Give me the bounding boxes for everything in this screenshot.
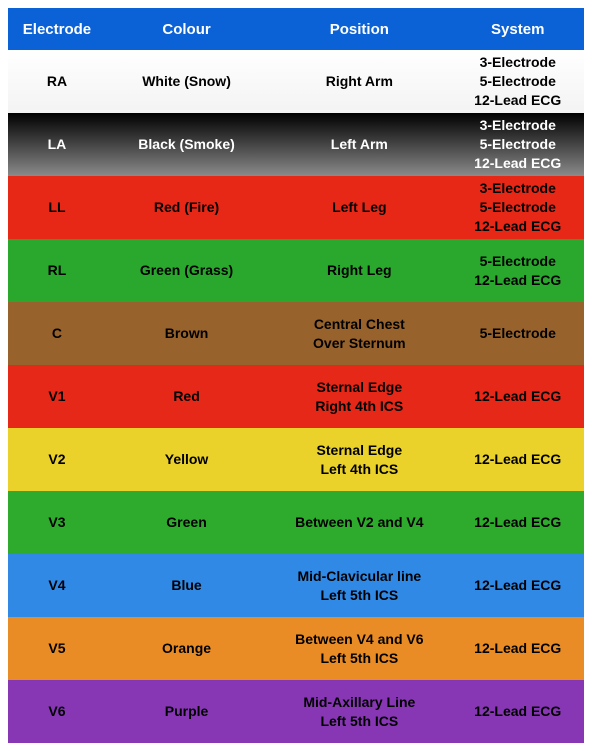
cell-system: 12-Lead ECG: [451, 617, 584, 680]
header-position: Position: [267, 8, 451, 50]
table-row: RLGreen (Grass)Right Leg5-Electrode12-Le…: [8, 239, 584, 302]
table-row: LLRed (Fire)Left Leg3-Electrode5-Electro…: [8, 176, 584, 239]
cell-colour: Red: [106, 365, 267, 428]
cell-system: 12-Lead ECG: [451, 365, 584, 428]
cell-colour: Blue: [106, 554, 267, 617]
cell-electrode: V1: [8, 365, 106, 428]
cell-position: Left Arm: [267, 113, 451, 176]
cell-position: Sternal EdgeRight 4th ICS: [267, 365, 451, 428]
electrode-table: Electrode Colour Position System RAWhite…: [8, 8, 584, 743]
cell-colour: Green: [106, 491, 267, 554]
cell-electrode: LL: [8, 176, 106, 239]
table-row: V5OrangeBetween V4 and V6Left 5th ICS12-…: [8, 617, 584, 680]
cell-position: Mid-Axillary LineLeft 5th ICS: [267, 680, 451, 743]
cell-system: 5-Electrode12-Lead ECG: [451, 239, 584, 302]
cell-electrode: LA: [8, 113, 106, 176]
table-row: LABlack (Smoke)Left Arm3-Electrode5-Elec…: [8, 113, 584, 176]
table-header-row: Electrode Colour Position System: [8, 8, 584, 50]
cell-system: 12-Lead ECG: [451, 491, 584, 554]
cell-position: Left Leg: [267, 176, 451, 239]
cell-position: Mid-Clavicular lineLeft 5th ICS: [267, 554, 451, 617]
header-colour: Colour: [106, 8, 267, 50]
cell-system: 5-Electrode: [451, 302, 584, 365]
table-row: RAWhite (Snow)Right Arm3-Electrode5-Elec…: [8, 50, 584, 113]
table-row: V4BlueMid-Clavicular lineLeft 5th ICS12-…: [8, 554, 584, 617]
cell-electrode: C: [8, 302, 106, 365]
cell-colour: Brown: [106, 302, 267, 365]
cell-system: 12-Lead ECG: [451, 428, 584, 491]
cell-position: Between V4 and V6Left 5th ICS: [267, 617, 451, 680]
cell-position: Sternal EdgeLeft 4th ICS: [267, 428, 451, 491]
cell-colour: Red (Fire): [106, 176, 267, 239]
header-electrode: Electrode: [8, 8, 106, 50]
cell-system: 12-Lead ECG: [451, 554, 584, 617]
cell-colour: Yellow: [106, 428, 267, 491]
cell-colour: Green (Grass): [106, 239, 267, 302]
cell-electrode: RL: [8, 239, 106, 302]
cell-colour: Orange: [106, 617, 267, 680]
cell-system: 12-Lead ECG: [451, 680, 584, 743]
table-body: RAWhite (Snow)Right Arm3-Electrode5-Elec…: [8, 50, 584, 743]
cell-electrode: V6: [8, 680, 106, 743]
table-row: V3GreenBetween V2 and V412-Lead ECG: [8, 491, 584, 554]
header-system: System: [451, 8, 584, 50]
cell-colour: Purple: [106, 680, 267, 743]
cell-system: 3-Electrode5-Electrode12-Lead ECG: [451, 176, 584, 239]
table-row: V2YellowSternal EdgeLeft 4th ICS12-Lead …: [8, 428, 584, 491]
cell-electrode: V4: [8, 554, 106, 617]
cell-position: Right Arm: [267, 50, 451, 113]
cell-position: Right Leg: [267, 239, 451, 302]
cell-electrode: V2: [8, 428, 106, 491]
cell-colour: Black (Smoke): [106, 113, 267, 176]
cell-electrode: V5: [8, 617, 106, 680]
cell-colour: White (Snow): [106, 50, 267, 113]
cell-electrode: RA: [8, 50, 106, 113]
cell-electrode: V3: [8, 491, 106, 554]
table-row: V6PurpleMid-Axillary LineLeft 5th ICS12-…: [8, 680, 584, 743]
cell-system: 3-Electrode5-Electrode12-Lead ECG: [451, 50, 584, 113]
table-row: V1RedSternal EdgeRight 4th ICS12-Lead EC…: [8, 365, 584, 428]
cell-position: Central ChestOver Sternum: [267, 302, 451, 365]
cell-system: 3-Electrode5-Electrode12-Lead ECG: [451, 113, 584, 176]
table-row: CBrownCentral ChestOver Sternum5-Electro…: [8, 302, 584, 365]
cell-position: Between V2 and V4: [267, 491, 451, 554]
